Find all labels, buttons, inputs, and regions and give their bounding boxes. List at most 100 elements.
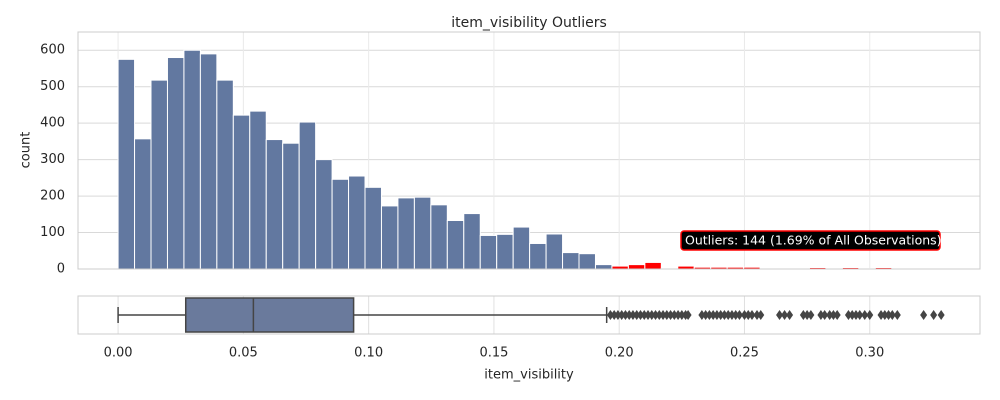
flier	[618, 310, 626, 320]
bar	[331, 178, 350, 270]
flier	[640, 310, 648, 320]
flier	[652, 310, 660, 320]
x-tick-label: 0.00	[104, 346, 133, 361]
annotation-text: Outliers: 144 (1.69% of All Observations…	[685, 233, 942, 248]
bar	[397, 197, 415, 270]
bar	[562, 252, 580, 270]
flier	[829, 310, 837, 320]
flier	[659, 310, 667, 320]
flier	[644, 310, 652, 320]
flier	[732, 310, 740, 320]
bar	[578, 253, 596, 270]
x-tick-label: 0.15	[479, 346, 508, 361]
flier	[735, 310, 743, 320]
flier	[625, 310, 633, 320]
bar	[446, 220, 465, 270]
bar	[364, 186, 382, 270]
flier	[698, 310, 706, 320]
flier	[720, 310, 728, 320]
flier	[621, 310, 629, 320]
flier	[821, 310, 829, 320]
flier	[629, 310, 637, 320]
flier	[799, 310, 807, 320]
bar	[380, 205, 399, 270]
bar	[463, 213, 481, 270]
x-tick-label: 0.10	[354, 346, 383, 361]
bar	[413, 196, 432, 270]
flier	[817, 310, 825, 320]
y-tick-label: 500	[40, 79, 65, 94]
flier	[724, 310, 732, 320]
flier	[636, 310, 644, 320]
bar	[529, 242, 547, 270]
annotation-box	[680, 230, 941, 251]
flier	[861, 310, 869, 320]
flier	[670, 310, 678, 320]
flier	[786, 310, 794, 320]
bar	[644, 261, 662, 270]
flier	[807, 310, 815, 320]
bar	[183, 49, 201, 270]
flier	[713, 310, 721, 320]
flier	[776, 310, 784, 320]
flier	[702, 310, 710, 320]
flier	[674, 310, 682, 320]
x-tick-label: 0.05	[229, 346, 258, 361]
bar	[232, 114, 251, 270]
annotation: Outliers: 144 (1.69% of All Observations…	[680, 230, 942, 251]
y-tick-label: 100	[40, 225, 65, 240]
bar	[249, 110, 267, 270]
flier	[748, 310, 756, 320]
plot-frame	[77, 31, 981, 270]
flier	[885, 310, 893, 320]
flier	[856, 310, 864, 320]
bar	[282, 142, 300, 270]
flier	[757, 310, 765, 320]
flier	[606, 310, 614, 320]
flier	[610, 310, 618, 320]
bar	[348, 175, 366, 270]
flier	[655, 310, 663, 320]
bar	[134, 138, 152, 270]
flier	[803, 310, 811, 320]
y-tick-label: 0	[57, 262, 65, 277]
flier	[852, 310, 860, 320]
flier	[833, 310, 841, 320]
bar	[117, 58, 136, 270]
flier	[877, 310, 885, 320]
flier	[633, 310, 641, 320]
x-tick-label: 0.20	[605, 346, 634, 361]
bar	[496, 233, 514, 270]
bar	[479, 234, 498, 270]
flier	[930, 310, 938, 320]
flier	[663, 310, 671, 320]
flier	[678, 310, 686, 320]
bar	[150, 79, 168, 270]
flier	[920, 310, 928, 320]
y-tick-label: 600	[40, 43, 65, 58]
flier	[888, 310, 896, 320]
bar	[166, 57, 185, 270]
flier	[705, 310, 713, 320]
flier	[848, 310, 856, 320]
bar	[430, 204, 448, 270]
y-tick-label: 400	[40, 116, 65, 131]
flier	[753, 310, 761, 320]
plot-frame	[77, 295, 981, 335]
flier	[866, 310, 874, 320]
bar	[512, 226, 531, 270]
flier	[667, 310, 675, 320]
bar	[216, 79, 234, 270]
flier	[826, 310, 834, 320]
box	[184, 297, 355, 333]
chart-title: item_visibility Outliers	[451, 15, 607, 31]
flier	[893, 310, 901, 320]
flier	[684, 310, 692, 320]
x-tick-label: 0.30	[855, 346, 884, 361]
bar	[594, 264, 613, 270]
bar	[315, 159, 333, 270]
x-axis-label: item_visibility	[484, 368, 574, 383]
flier	[717, 310, 725, 320]
bar	[199, 53, 218, 270]
